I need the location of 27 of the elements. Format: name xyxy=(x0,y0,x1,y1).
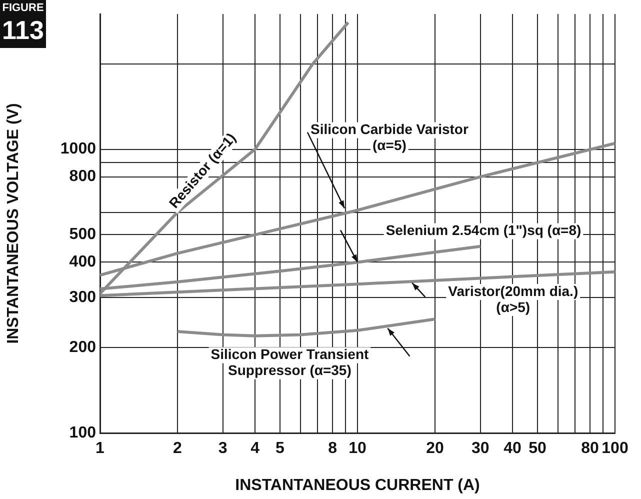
x-tick-label: 3 xyxy=(218,440,228,458)
x-tick-label: 5 xyxy=(276,440,285,458)
y-tick-label: 200 xyxy=(69,339,96,356)
y-axis-title: INSTANTANEOUS VOLTAGE (V) xyxy=(5,103,22,344)
x-tick-label: 10 xyxy=(348,440,366,458)
x-tick-label: 8 xyxy=(328,440,338,458)
y-tick-label: 300 xyxy=(69,289,96,306)
x-tick-label: 50 xyxy=(528,440,546,458)
annotation: Varistor(20mm dia.) (α>5) xyxy=(448,282,578,315)
annotation: Selenium 2.54cm (1")sq (α=8) xyxy=(386,222,582,238)
x-tick-label: 20 xyxy=(426,440,444,458)
x-tick-label: 80 xyxy=(581,440,600,458)
x-tick-label: 40 xyxy=(504,440,522,458)
x-tick-label: 4 xyxy=(250,440,260,458)
x-tick-label: 30 xyxy=(471,440,490,458)
y-tick-label: 500 xyxy=(69,226,96,244)
x-tick-label: 100 xyxy=(602,440,628,458)
x-tick-label: 1 xyxy=(96,440,105,458)
annotation: Silicon Carbide Varistor (α=5) xyxy=(310,121,469,154)
x-axis-title: INSTANTANEOUS CURRENT (A) xyxy=(235,476,480,494)
x-tick-label: 2 xyxy=(173,440,182,458)
y-tick-label: 800 xyxy=(69,168,96,186)
y-tick-label: 100 xyxy=(69,424,96,442)
y-tick-label: 1000 xyxy=(60,140,96,158)
y-tick-label: 400 xyxy=(69,254,96,271)
chart-title: FIGURE 113 xyxy=(2,2,44,46)
annotation: Silicon Power Transient Suppressor (α=35) xyxy=(210,346,369,378)
